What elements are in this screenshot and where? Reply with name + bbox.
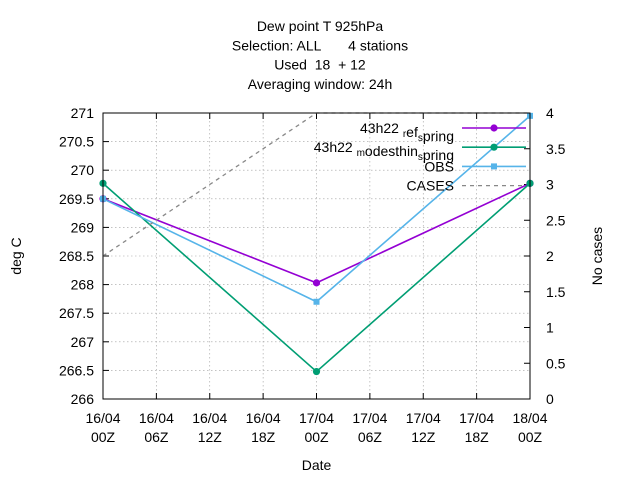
legend-marker: [491, 163, 497, 170]
title-line: Used 18 + 12: [274, 57, 366, 73]
title-line: Averaging window: 24h: [248, 76, 393, 92]
x-axis-ticks: 16/04 00Z 16/04 06Z 16/04 12Z 16/04 18Z 17/04 00Z…: [85, 113, 548, 445]
legend-label: 43h22 modesthinspring: [314, 139, 454, 163]
x-tick-label-hour: 06Z: [144, 429, 169, 445]
y2-tick-label: 0.5: [546, 355, 566, 371]
x-tick-label-day: 16/04: [85, 410, 120, 426]
y-tick-label: 269: [71, 219, 95, 235]
y-axis-label: deg C: [8, 237, 24, 274]
y-tick-label: 270: [71, 162, 95, 178]
legend-label: OBS: [424, 158, 454, 174]
y-axis-ticks: 266 266.5 267 267.5 268 268.5 269 269.5 270 270.5…: [59, 105, 109, 407]
x-tick-label-hour: 06Z: [358, 429, 383, 445]
x-tick-label-day: 17/04: [299, 410, 334, 426]
x-tick-label-hour: 00Z: [304, 429, 329, 445]
grid: [103, 113, 530, 399]
y-tick-label: 270.5: [59, 134, 94, 150]
series-43h22-ref-spring-point: [312, 279, 321, 287]
x-tick-label-hour: 00Z: [91, 429, 116, 445]
x-tick-label-hour: 12Z: [198, 429, 223, 445]
x-tick-label-hour: 12Z: [411, 429, 436, 445]
legend-marker: [490, 143, 498, 151]
x-tick-label-day: 18/04: [512, 410, 547, 426]
y-tick-label: 267.5: [59, 305, 94, 321]
y-tick-label: 268.5: [59, 248, 94, 264]
y2-tick-label: 0: [546, 391, 554, 407]
y2-tick-label: 3.5: [546, 141, 566, 157]
plot-border: [102, 112, 531, 400]
legend-entry: 43h22 modesthinspring: [314, 139, 526, 163]
y2-tick-label: 2: [546, 248, 554, 264]
series-43h22-modesthin-spring-point: [312, 367, 321, 376]
legend-entry: 43h22 refspring: [360, 120, 526, 144]
y2-axis-label: No cases: [589, 227, 605, 285]
y2-tick-label: 2.5: [546, 212, 566, 228]
x-tick-label-hour: 00Z: [518, 429, 543, 445]
legend-label: 43h22 refspring: [360, 120, 454, 144]
x-axis-label: Date: [302, 457, 332, 473]
series-obs-point: [313, 298, 320, 305]
legend-entry: OBS: [424, 158, 526, 174]
y-tick-label: 269.5: [59, 191, 94, 207]
y2-tick-label: 1: [546, 320, 554, 336]
y2-tick-label: 1.5: [546, 284, 566, 300]
x-tick-label-day: 17/04: [352, 410, 387, 426]
x-tick-label-hour: 18Z: [465, 429, 490, 445]
x-tick-label-day: 16/04: [246, 410, 281, 426]
x-tick-label-day: 17/04: [459, 410, 494, 426]
x-tick-label-day: 16/04: [192, 410, 227, 426]
legend-marker: [490, 124, 498, 132]
y2-axis-ticks: 0 0.5 1 1.5 2 2.5 3 3.5 4: [524, 105, 566, 407]
chart-title: Dew point T 925hPa Selection: ALL 4 stati…: [232, 18, 408, 92]
legend-entry: CASES: [407, 178, 526, 194]
y-tick-label: 271: [71, 105, 95, 121]
x-tick-label-day: 17/04: [406, 410, 441, 426]
title-line: Selection: ALL 4 stations: [232, 37, 408, 53]
y2-tick-label: 4: [546, 105, 554, 121]
y-tick-label: 268: [71, 277, 95, 293]
x-tick-label-day: 16/04: [139, 410, 174, 426]
y-tick-label: 267: [71, 334, 95, 350]
y-tick-label: 266: [71, 391, 95, 407]
x-tick-label-hour: 18Z: [251, 429, 276, 445]
legend-label: CASES: [407, 178, 454, 194]
title-line: Dew point T 925hPa: [257, 18, 384, 34]
y2-tick-label: 3: [546, 177, 554, 193]
y-tick-label: 266.5: [59, 362, 94, 378]
